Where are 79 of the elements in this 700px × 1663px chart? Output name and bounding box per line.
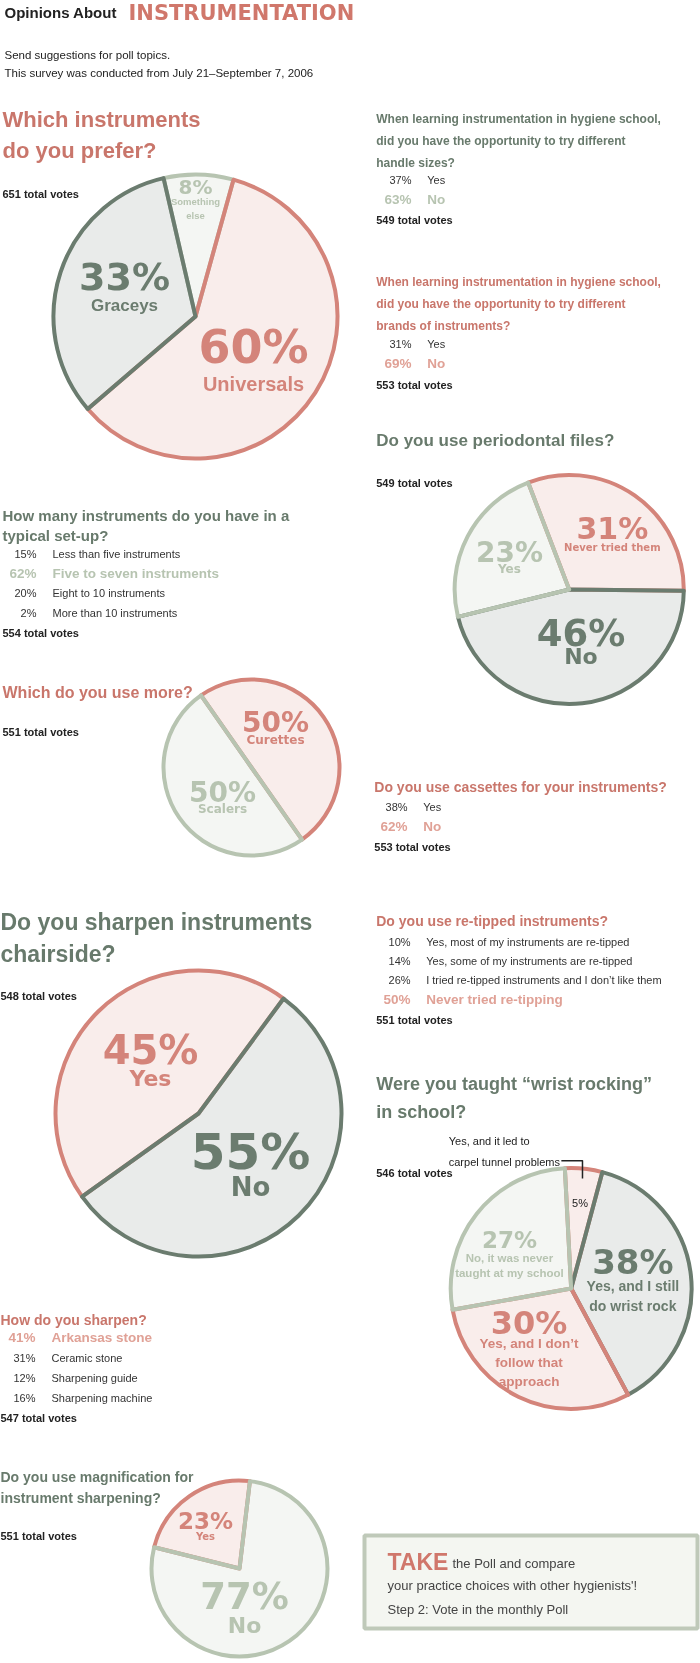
- category-label: Yes: [427, 337, 446, 350]
- text: 554 total votes: [2, 626, 79, 639]
- chart-title: Which instruments do you prefer?: [2, 106, 201, 163]
- data-label: 38%: [385, 800, 408, 813]
- text: How many instruments do you have in a typical set-up?: [2, 506, 290, 544]
- category-label: Yes, most of my instruments are re-tipped: [426, 935, 630, 948]
- slice-label: Yes: [194, 1530, 216, 1542]
- text: the Poll and compare: [452, 1556, 576, 1571]
- text: 546 total votes: [376, 1166, 453, 1179]
- text: 547 total votes: [0, 1411, 77, 1424]
- text: When learning instrumentation in hygiene school, did you have the opportunity to try different brands of instruments?: [376, 274, 661, 334]
- text: 551 total votes: [2, 725, 79, 738]
- category-label: Never tried re-tipping: [426, 991, 563, 1007]
- text: 551 total votes: [0, 1529, 77, 1542]
- text: Do you use re-tipped instruments?: [376, 912, 609, 929]
- category-label: Less than five instruments: [52, 547, 181, 560]
- text: your practice choices with other hygienists'!: [387, 1578, 638, 1593]
- category-label: Eight to 10 instruments: [52, 586, 166, 599]
- text: Opinions About INSTRUMENTATION: [4, 0, 355, 25]
- category-label: More than 10 instruments: [52, 606, 178, 619]
- text: How do you sharpen?: [0, 1311, 147, 1328]
- text: Do you use cassettes for your instruments?: [374, 778, 667, 795]
- chart-title: Do you sharpen instruments chairside?: [0, 908, 313, 967]
- chart-title: Which do you use more?: [2, 683, 193, 701]
- chart-title: Were you taught “wrist rocking” in school?: [376, 1073, 652, 1122]
- data-label: 2%: [20, 606, 37, 619]
- category-label: Sharpening guide: [51, 1371, 138, 1384]
- data-label: 31%: [389, 337, 412, 350]
- data-label: 14%: [388, 954, 411, 967]
- text: 548 total votes: [0, 989, 77, 1002]
- data-label: 27%: [481, 1226, 537, 1253]
- data-label: 41%: [8, 1330, 36, 1345]
- slice-label: Yes, and I still do wrist rock: [586, 1278, 680, 1315]
- data-label: 20%: [14, 586, 37, 599]
- text: 549 total votes: [376, 213, 453, 226]
- slice-label: Graceys: [90, 296, 159, 316]
- slice-label: Scalers: [197, 802, 248, 817]
- category-label: Yes: [423, 800, 442, 813]
- slice-label: Yes: [497, 562, 521, 577]
- category-label: Arkansas stone: [51, 1330, 153, 1345]
- category-label: No: [427, 191, 446, 207]
- text: 651 total votes: [2, 187, 79, 200]
- text: TAKE: [387, 1548, 449, 1575]
- text: 553 total votes: [376, 378, 453, 391]
- chart-subtitle: 549 total votes: [376, 476, 453, 489]
- data-label: 69%: [384, 355, 412, 371]
- data-label: 63%: [384, 191, 412, 207]
- text: When learning instrumentation in hygiene school, did you have the opportunity to try different handle sizes?: [376, 111, 661, 171]
- category-label: I tried re-tipped instruments and I don’t like them: [426, 974, 662, 987]
- category-label: No: [427, 355, 446, 371]
- category-label: Ceramic stone: [51, 1351, 123, 1364]
- data-label: 62%: [9, 565, 37, 581]
- slice-label: Yes, and it led to carpel tunnel problems: [448, 1134, 561, 1168]
- data-label: 50%: [383, 991, 411, 1007]
- data-label: 12%: [13, 1371, 36, 1384]
- text: Step 2: Vote in the monthly Poll: [387, 1602, 569, 1617]
- text: This survey was conducted from July 21–September 7, 2006: [4, 66, 314, 79]
- text: Send suggestions for poll topics.: [4, 48, 171, 61]
- category-label: Sharpening machine: [51, 1391, 153, 1404]
- data-label: 62%: [380, 819, 408, 834]
- data-label: 31%: [13, 1351, 36, 1364]
- category-label: Yes, some of my instruments are re-tipped: [426, 954, 633, 967]
- category-label: Yes: [427, 173, 446, 186]
- category-label: Five to seven instruments: [52, 565, 220, 581]
- data-label: 15%: [14, 547, 37, 560]
- data-label: 10%: [388, 935, 411, 948]
- chart-title: Do you use periodontal files?: [376, 430, 615, 450]
- slice-label: Universals: [202, 372, 305, 395]
- slice-label: No, it was never taught at my school: [455, 1251, 564, 1279]
- data-label: 5%: [572, 1196, 589, 1209]
- data-label: 16%: [13, 1391, 36, 1404]
- data-label: 37%: [389, 173, 412, 186]
- chart-title: Do you use magnification for instrument sharpening?: [0, 1468, 194, 1507]
- text: 553 total votes: [374, 840, 451, 853]
- data-label: 60%: [198, 319, 309, 374]
- data-label: 33%: [79, 254, 170, 299]
- category-label: No: [423, 819, 442, 834]
- data-label: 26%: [388, 974, 411, 987]
- text: 551 total votes: [376, 1013, 453, 1026]
